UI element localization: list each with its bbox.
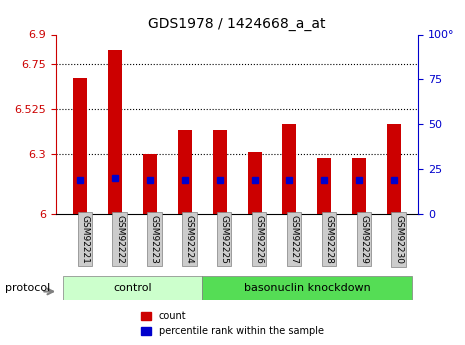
Text: GSM92230: GSM92230 <box>394 215 403 264</box>
Bar <box>387 124 401 214</box>
Text: GSM92225: GSM92225 <box>219 215 229 264</box>
Bar <box>317 158 331 214</box>
Bar <box>213 130 227 214</box>
Text: control: control <box>113 283 152 293</box>
Bar <box>202 276 412 300</box>
Text: GSM92224: GSM92224 <box>185 215 194 264</box>
Title: GDS1978 / 1424668_a_at: GDS1978 / 1424668_a_at <box>148 17 326 31</box>
Bar <box>247 152 261 214</box>
Text: GSM92221: GSM92221 <box>80 215 89 264</box>
Bar <box>352 158 366 214</box>
Text: GSM92229: GSM92229 <box>359 215 368 264</box>
Text: protocol: protocol <box>5 283 50 293</box>
Bar <box>143 154 157 214</box>
Text: GSM92223: GSM92223 <box>150 215 159 264</box>
Text: GSM92226: GSM92226 <box>255 215 264 264</box>
Bar <box>63 276 202 300</box>
Bar <box>178 130 192 214</box>
Bar <box>108 50 122 214</box>
Text: GSM92228: GSM92228 <box>325 215 333 264</box>
Bar <box>73 78 87 214</box>
Legend: count, percentile rank within the sample: count, percentile rank within the sample <box>137 307 328 340</box>
Text: basonuclin knockdown: basonuclin knockdown <box>244 283 370 293</box>
Bar <box>283 124 297 214</box>
Text: GSM92227: GSM92227 <box>289 215 299 264</box>
Text: GSM92222: GSM92222 <box>115 215 124 264</box>
